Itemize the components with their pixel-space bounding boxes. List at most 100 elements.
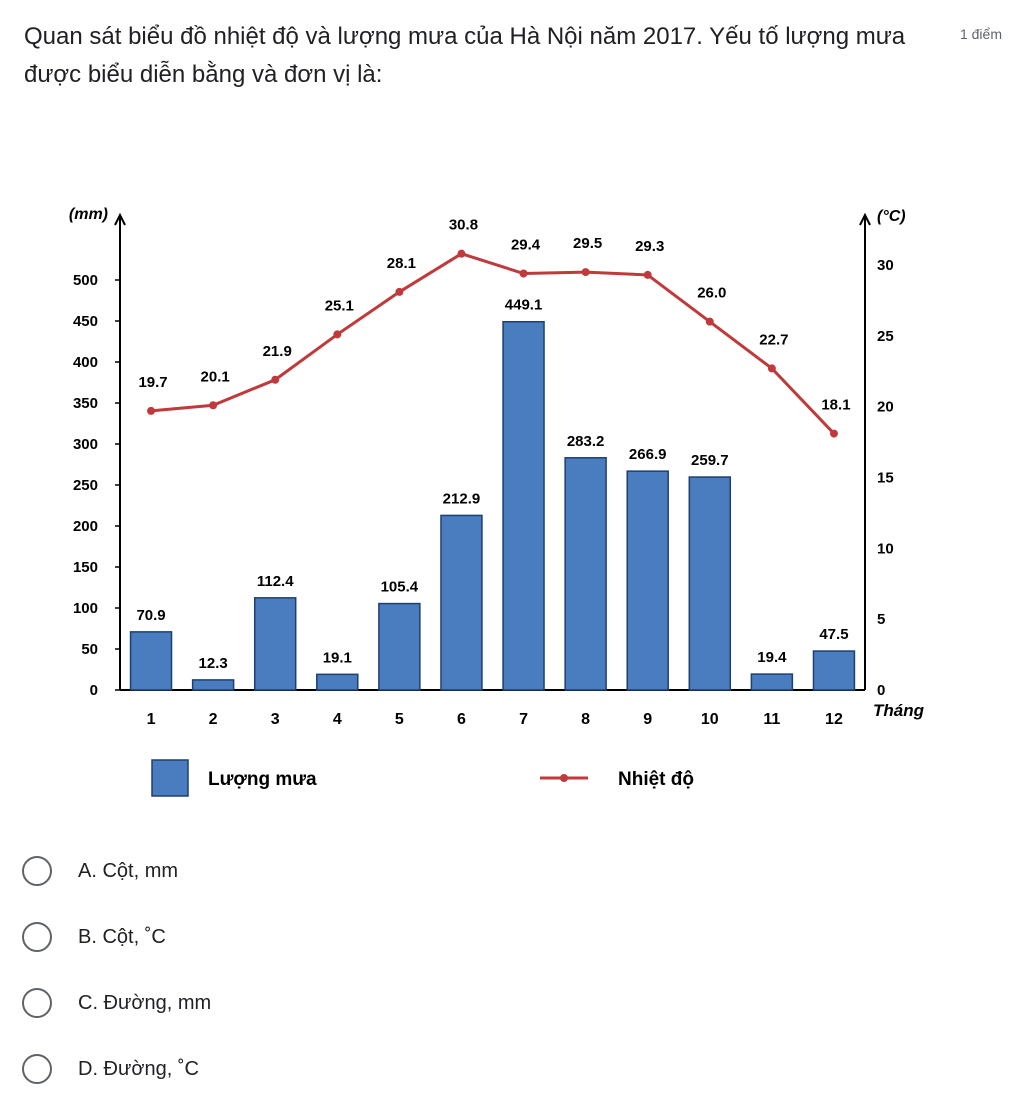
- temperature-point: [767, 364, 776, 373]
- right-tick-label: 30: [877, 257, 894, 274]
- right-tick-label: 20: [877, 399, 894, 416]
- x-tick-label: 5: [395, 711, 404, 728]
- temperature-point: [829, 429, 838, 438]
- temperature-point: [581, 268, 590, 277]
- radio-d[interactable]: [22, 1054, 52, 1084]
- right-tick-label: 25: [877, 328, 894, 345]
- left-tick-label: 450: [73, 313, 98, 330]
- rainfall-data-label: 12.3: [199, 655, 228, 672]
- x-tick-label: 12: [825, 711, 843, 728]
- temperature-line: [150, 252, 836, 435]
- x-tick-label: 3: [271, 711, 280, 728]
- rainfall-data-label: 112.4: [257, 573, 294, 590]
- rainfall-data-label: 449.1: [505, 297, 543, 314]
- option-c[interactable]: C. Đường, mm: [22, 970, 211, 1036]
- rainfall-data-label: 47.5: [819, 626, 848, 643]
- temperature-data-label: 28.1: [387, 255, 416, 272]
- right-tick-label: 15: [877, 470, 894, 487]
- temperature-data-label: 26.0: [697, 285, 726, 302]
- right-tick-label: 0: [877, 682, 885, 699]
- rainfall-bar: [502, 320, 545, 691]
- temperature-point: [643, 270, 652, 279]
- rainfall-bar: [191, 679, 235, 691]
- rainfall-bar: [378, 602, 421, 691]
- temperature-data-label: 30.8: [449, 217, 478, 234]
- rainfall-data-label: 266.9: [629, 446, 667, 463]
- rainfall-bar: [129, 631, 173, 691]
- right-axis-arrow: [859, 212, 871, 226]
- legend-line-marker: [560, 774, 568, 782]
- rainfall-temperature-chart: (mm) 0 50 100 150 200 250 300 350 400 450 500 (°C) 0 5…: [40, 190, 990, 820]
- temperature-point: [395, 287, 404, 296]
- x-tick-label: 6: [457, 711, 466, 728]
- left-tick-label: 500: [73, 272, 98, 289]
- rainfall-data-label: 212.9: [443, 490, 481, 507]
- temperature-point: [705, 317, 714, 326]
- rainfall-bar: [688, 476, 732, 691]
- option-a[interactable]: A. Cột, mm: [22, 838, 211, 904]
- legend-bar-label: Lượng mưa: [208, 769, 317, 790]
- right-tick-label: 5: [877, 611, 885, 628]
- rainfall-data-label: 105.4: [381, 579, 419, 596]
- temperature-point: [333, 330, 342, 339]
- temperature-point: [457, 249, 466, 258]
- left-axis-arrow: [114, 212, 126, 226]
- left-tick-label: 300: [73, 436, 98, 453]
- left-tick-label: 400: [73, 354, 98, 371]
- x-tick-label: 1: [147, 711, 156, 728]
- x-tick-label: 10: [701, 711, 719, 728]
- rainfall-bar: [812, 650, 856, 691]
- right-tick-label: 10: [877, 540, 894, 557]
- temperature-data-label: 29.5: [573, 235, 602, 252]
- option-b-label: B. Cột, ˚C: [78, 925, 166, 948]
- option-a-label: A. Cột, mm: [78, 859, 179, 882]
- temperature-data-label: 18.1: [821, 397, 850, 414]
- temperature-data-label: 20.1: [201, 368, 230, 385]
- rainfall-data-label: 19.1: [323, 649, 352, 666]
- left-tick-label: 50: [81, 641, 98, 658]
- option-d[interactable]: D. Đường, ˚C: [22, 1036, 211, 1102]
- radio-b[interactable]: [22, 922, 52, 952]
- x-tick-label: 7: [519, 711, 528, 728]
- rainfall-bar: [750, 673, 794, 691]
- temperature-data-label: 21.9: [263, 343, 292, 360]
- x-tick-label: 2: [209, 711, 218, 728]
- temperature-data-label: 22.7: [759, 331, 788, 348]
- question-text: Quan sát biểu đồ nhiệt độ và lượng mưa c…: [24, 23, 906, 88]
- left-tick-label: 350: [73, 395, 98, 412]
- x-tick-label: 11: [763, 711, 780, 728]
- legend-line-label: Nhiệt độ: [618, 769, 694, 790]
- radio-a[interactable]: [22, 856, 52, 886]
- rainfall-data-label: 19.4: [757, 649, 787, 666]
- temperature-point: [271, 375, 280, 384]
- temperature-point: [147, 406, 156, 415]
- temperature-point: [519, 269, 528, 278]
- temperature-point: [209, 401, 218, 410]
- rainfall-data-label: 259.7: [691, 452, 729, 469]
- left-tick-label: 200: [73, 518, 98, 535]
- chart-svg: (mm) 0 50 100 150 200 250 300 350 400 450 500 (°C) 0 5…: [69, 206, 925, 797]
- option-b[interactable]: B. Cột, ˚C: [22, 904, 211, 970]
- x-axis-label: Tháng: [873, 701, 925, 720]
- answer-options: A. Cột, mm B. Cột, ˚C C. Đường, mm D. Đư…: [22, 838, 211, 1102]
- left-tick-label: 100: [73, 600, 98, 617]
- rainfall-bar: [564, 457, 607, 691]
- x-tick-label: 4: [333, 711, 342, 728]
- rainfall-bar: [626, 470, 669, 691]
- left-axis-label: (mm): [69, 206, 108, 223]
- legend-bar-swatch: [151, 759, 189, 797]
- x-tick-label: 8: [581, 711, 590, 728]
- temperature-data-label: 29.3: [635, 238, 664, 255]
- x-tick-label: 9: [643, 711, 652, 728]
- rainfall-bar: [316, 673, 359, 691]
- left-tick-label: 250: [73, 477, 98, 494]
- right-axis-label: (°C): [877, 208, 906, 225]
- rainfall-bar: [440, 514, 483, 691]
- points-label: 1 điểm: [959, 26, 1002, 42]
- temperature-data-label: 19.7: [138, 374, 167, 391]
- rainfall-bar: [253, 597, 297, 691]
- rainfall-data-label: 283.2: [567, 433, 605, 450]
- temperature-data-label: 25.1: [325, 297, 354, 314]
- radio-c[interactable]: [22, 988, 52, 1018]
- rainfall-data-label: 70.9: [136, 607, 165, 624]
